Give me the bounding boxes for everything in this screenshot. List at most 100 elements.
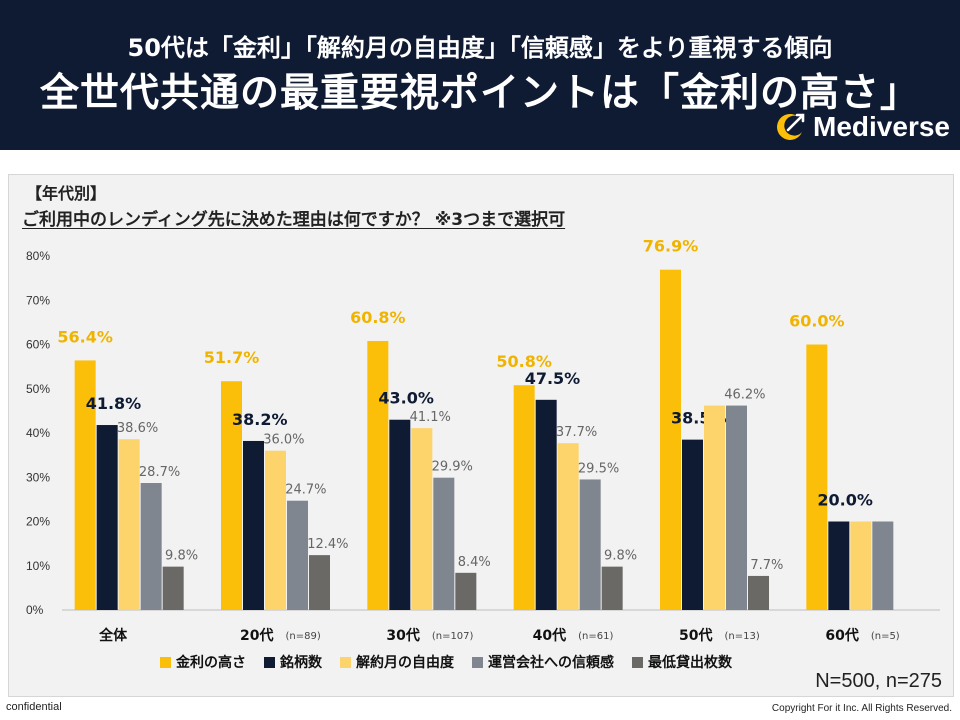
category-note: (n=5) [871, 631, 900, 642]
data-label: 28.7% [139, 465, 180, 480]
legend-item: 金利の高さ [160, 652, 246, 672]
question-title: ご利用中のレンディング先に決めた理由は何ですか？ ※3つまで選択可 [22, 210, 566, 230]
data-label: 38.6% [117, 421, 158, 436]
bar [455, 572, 477, 610]
data-label: 46.2% [724, 388, 765, 403]
data-label: 60.8% [350, 308, 406, 327]
brand-name: Mediverse [813, 111, 950, 142]
category-note: (n=61) [578, 631, 613, 642]
sample-size: N=500, n=275 [815, 670, 942, 692]
footer-confidential: confidential [6, 701, 62, 713]
bar [221, 381, 242, 610]
bar [660, 269, 681, 610]
data-label: 51.7% [204, 348, 260, 367]
legend-swatch [632, 656, 643, 668]
y-tick-label: 10% [26, 559, 50, 573]
legend-item: 銘柄数 [264, 652, 322, 672]
bar [140, 483, 162, 610]
data-label: 50.8% [496, 352, 552, 371]
bar [579, 479, 601, 610]
data-label: 41.1% [410, 410, 451, 425]
data-label: 41.8% [86, 394, 142, 413]
data-label: 20.0% [817, 491, 873, 510]
y-tick-label: 0% [26, 603, 44, 617]
legend-swatch [340, 656, 351, 668]
bar [726, 405, 747, 610]
y-tick-label: 80% [26, 249, 50, 263]
bar [309, 555, 330, 610]
legend: 金利の高さ 銘柄数 解約月の自由度 運営会社への信頼感 最低貸出枚数 [160, 652, 750, 672]
data-label: 47.5% [525, 369, 581, 388]
data-label: 76.9% [643, 237, 699, 256]
bar [682, 439, 703, 610]
footer-copyright: Copyright For it Inc. All Rights Reserve… [771, 703, 952, 714]
data-label: 60.0% [789, 312, 845, 331]
data-label: 56.4% [57, 327, 113, 346]
category-label: 全体 [98, 627, 128, 644]
bar [74, 360, 96, 610]
data-label: 29.9% [432, 460, 473, 475]
data-label: 43.0% [378, 389, 434, 408]
y-tick-label: 40% [26, 426, 50, 440]
y-tick-label: 30% [26, 470, 50, 484]
legend-item: 最低貸出枚数 [632, 652, 732, 672]
bar [118, 439, 140, 610]
legend-swatch [472, 656, 483, 668]
data-label: 37.7% [556, 425, 597, 440]
data-label: 24.7% [285, 483, 326, 498]
bar [828, 521, 850, 610]
legend-label: 解約月の自由度 [356, 655, 454, 671]
legend-label: 金利の高さ [176, 655, 246, 671]
bar [411, 428, 433, 610]
legend-swatch [160, 656, 171, 668]
data-label: 9.8% [604, 549, 637, 564]
data-label: 8.4% [458, 555, 491, 570]
category-label: 40代 [533, 627, 566, 644]
legend-item: 解約月の自由度 [340, 652, 454, 672]
data-label: 29.5% [578, 461, 619, 476]
crescent-arrow-icon [777, 113, 805, 140]
bar [433, 477, 455, 610]
header-banner: 50代は「金利」「解約月の自由度」「信頼感」をより重視する傾向 全世代共通の最重… [0, 0, 960, 150]
y-tick-label: 70% [26, 293, 50, 307]
bar [287, 500, 308, 610]
data-label: 12.4% [307, 537, 348, 552]
bar [806, 344, 828, 610]
category-note: (n=107) [432, 631, 474, 642]
brand: Mediverse [773, 110, 950, 144]
legend-label: 運営会社への信頼感 [488, 655, 614, 671]
bar [367, 340, 389, 610]
legend-item: 運営会社への信頼感 [472, 652, 614, 672]
data-label: 7.7% [750, 558, 783, 573]
data-label: 38.2% [232, 410, 288, 429]
category-label: 50代 [679, 627, 712, 644]
bar [557, 443, 579, 610]
category-note: (n=89) [286, 631, 321, 642]
bar [389, 419, 411, 610]
bar [535, 399, 557, 610]
data-label: 9.8% [165, 549, 198, 564]
bar [96, 425, 118, 610]
category-label: 30代 [386, 627, 419, 644]
legend-label: 最低貸出枚数 [648, 655, 732, 671]
legend-label: 銘柄数 [280, 655, 322, 671]
y-tick-label: 60% [26, 338, 50, 352]
category-label: 20代 [240, 627, 273, 644]
bar [243, 440, 264, 610]
category-label: 60代 [825, 627, 858, 644]
y-tick-label: 20% [26, 515, 50, 529]
section-label: 【年代別】 [26, 184, 107, 203]
legend-swatch [264, 656, 275, 668]
bar [748, 575, 769, 610]
bar [162, 566, 184, 610]
bar [601, 566, 623, 610]
y-tick-label: 50% [26, 382, 50, 396]
bar [704, 405, 725, 610]
header-subtitle: 50代は「金利」「解約月の自由度」「信頼感」をより重視する傾向 [127, 34, 833, 62]
bar [872, 521, 894, 610]
header-title: 全世代共通の最重要視ポイントは「金利の高さ」 [39, 71, 920, 116]
bar [513, 385, 535, 610]
bar [265, 450, 286, 610]
bar [850, 521, 872, 610]
